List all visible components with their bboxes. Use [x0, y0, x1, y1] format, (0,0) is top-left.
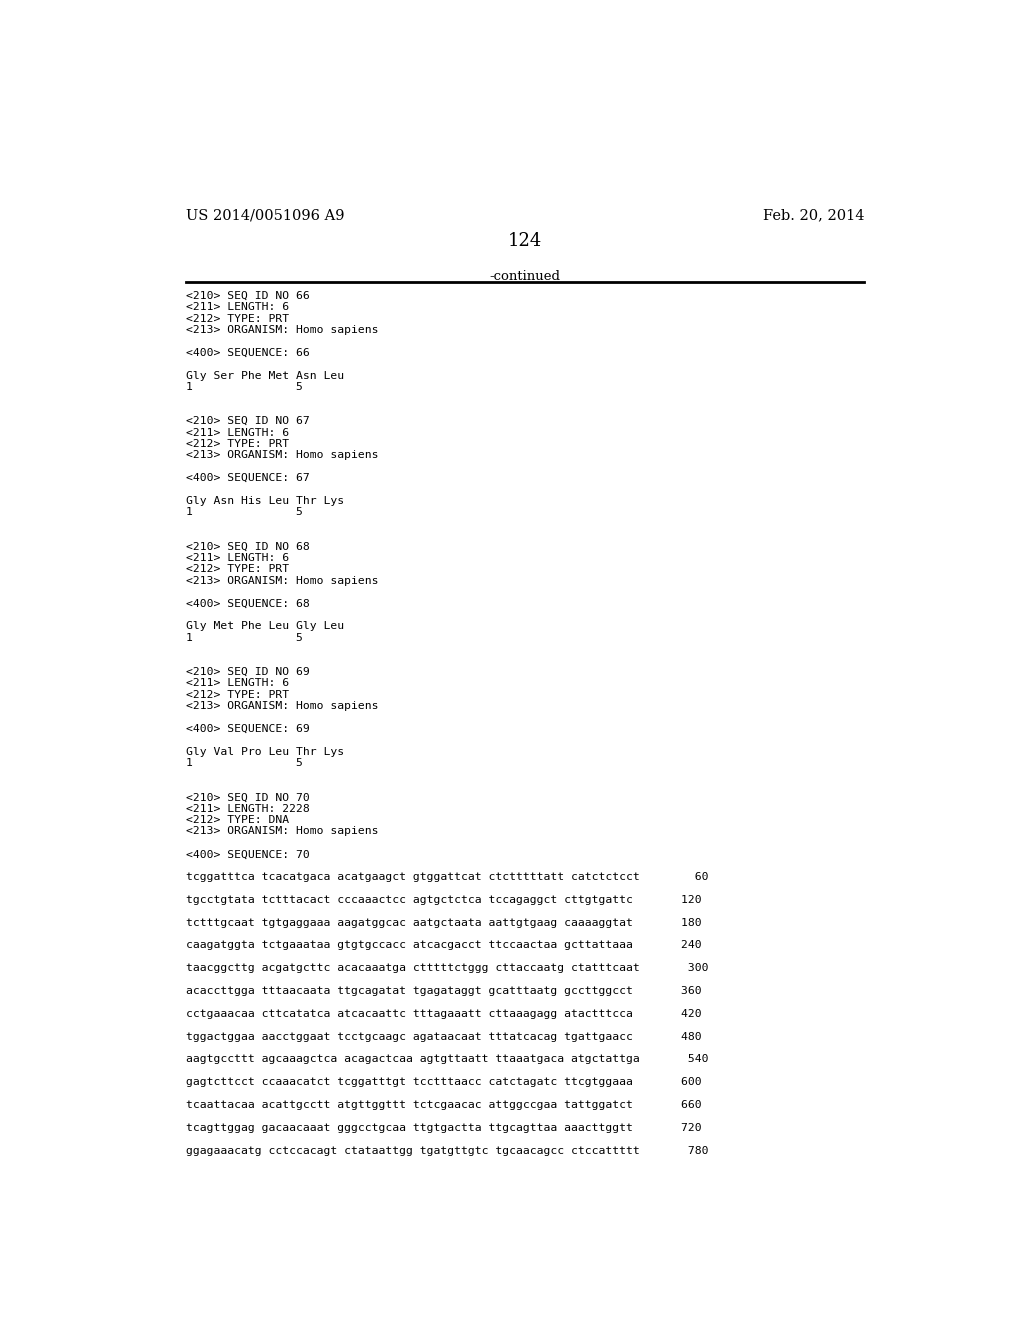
Text: <210> SEQ ID NO 70: <210> SEQ ID NO 70 [186, 792, 310, 803]
Text: <400> SEQUENCE: 66: <400> SEQUENCE: 66 [186, 348, 310, 358]
Text: <213> ORGANISM: Homo sapiens: <213> ORGANISM: Homo sapiens [186, 576, 379, 586]
Text: tcggatttca tcacatgaca acatgaagct gtggattcat ctctttttatt catctctcct        60: tcggatttca tcacatgaca acatgaagct gtggatt… [186, 873, 709, 882]
Text: <211> LENGTH: 6: <211> LENGTH: 6 [186, 678, 289, 688]
Text: tgcctgtata tctttacact cccaaactcc agtgctctca tccagaggct cttgtgattc       120: tgcctgtata tctttacact cccaaactcc agtgctc… [186, 895, 701, 904]
Text: <210> SEQ ID NO 68: <210> SEQ ID NO 68 [186, 541, 310, 552]
Text: <213> ORGANISM: Homo sapiens: <213> ORGANISM: Homo sapiens [186, 325, 379, 335]
Text: tcagttggag gacaacaaat gggcctgcaa ttgtgactta ttgcagttaa aaacttggtt       720: tcagttggag gacaacaaat gggcctgcaa ttgtgac… [186, 1123, 701, 1133]
Text: Gly Met Phe Leu Gly Leu: Gly Met Phe Leu Gly Leu [186, 622, 344, 631]
Text: cctgaaacaa cttcatatca atcacaattc tttagaaatt cttaaagagg atactttcca       420: cctgaaacaa cttcatatca atcacaattc tttagaa… [186, 1008, 701, 1019]
Text: <212> TYPE: PRT: <212> TYPE: PRT [186, 689, 289, 700]
Text: taacggcttg acgatgcttc acacaaatga ctttttctggg cttaccaatg ctatttcaat       300: taacggcttg acgatgcttc acacaaatga ctttttc… [186, 964, 709, 973]
Text: Gly Val Pro Leu Thr Lys: Gly Val Pro Leu Thr Lys [186, 747, 344, 756]
Text: <400> SEQUENCE: 70: <400> SEQUENCE: 70 [186, 849, 310, 859]
Text: -continued: -continued [489, 271, 560, 282]
Text: <213> ORGANISM: Homo sapiens: <213> ORGANISM: Homo sapiens [186, 701, 379, 711]
Text: <210> SEQ ID NO 69: <210> SEQ ID NO 69 [186, 667, 310, 677]
Text: <213> ORGANISM: Homo sapiens: <213> ORGANISM: Homo sapiens [186, 450, 379, 461]
Text: 1               5: 1 5 [186, 632, 303, 643]
Text: <211> LENGTH: 6: <211> LENGTH: 6 [186, 302, 289, 313]
Text: Gly Asn His Leu Thr Lys: Gly Asn His Leu Thr Lys [186, 496, 344, 506]
Text: US 2014/0051096 A9: US 2014/0051096 A9 [186, 209, 345, 223]
Text: <400> SEQUENCE: 67: <400> SEQUENCE: 67 [186, 473, 310, 483]
Text: 1               5: 1 5 [186, 758, 303, 768]
Text: tcaattacaa acattgcctt atgttggttt tctcgaacac attggccgaa tattggatct       660: tcaattacaa acattgcctt atgttggttt tctcgaa… [186, 1100, 701, 1110]
Text: <212> TYPE: DNA: <212> TYPE: DNA [186, 814, 289, 825]
Text: <400> SEQUENCE: 69: <400> SEQUENCE: 69 [186, 723, 310, 734]
Text: gagtcttcct ccaaacatct tcggatttgt tcctttaacc catctagatc ttcgtggaaa       600: gagtcttcct ccaaacatct tcggatttgt tccttta… [186, 1077, 701, 1088]
Text: 1               5: 1 5 [186, 507, 303, 517]
Text: ggagaaacatg cctccacagt ctataattgg tgatgttgtc tgcaacagcc ctccattttt       780: ggagaaacatg cctccacagt ctataattgg tgatgt… [186, 1146, 709, 1155]
Text: 124: 124 [508, 231, 542, 249]
Text: <211> LENGTH: 2228: <211> LENGTH: 2228 [186, 804, 310, 813]
Text: 1               5: 1 5 [186, 381, 303, 392]
Text: <211> LENGTH: 6: <211> LENGTH: 6 [186, 553, 289, 562]
Text: acaccttgga tttaacaata ttgcagatat tgagataggt gcatttaatg gccttggcct       360: acaccttgga tttaacaata ttgcagatat tgagata… [186, 986, 701, 997]
Text: <400> SEQUENCE: 68: <400> SEQUENCE: 68 [186, 598, 310, 609]
Text: <212> TYPE: PRT: <212> TYPE: PRT [186, 440, 289, 449]
Text: <210> SEQ ID NO 66: <210> SEQ ID NO 66 [186, 290, 310, 301]
Text: tctttgcaat tgtgaggaaa aagatggcac aatgctaata aattgtgaag caaaaggtat       180: tctttgcaat tgtgaggaaa aagatggcac aatgcta… [186, 917, 701, 928]
Text: tggactggaa aacctggaat tcctgcaagc agataacaat tttatcacag tgattgaacc       480: tggactggaa aacctggaat tcctgcaagc agataac… [186, 1032, 701, 1041]
Text: <213> ORGANISM: Homo sapiens: <213> ORGANISM: Homo sapiens [186, 826, 379, 837]
Text: <211> LENGTH: 6: <211> LENGTH: 6 [186, 428, 289, 438]
Text: Gly Ser Phe Met Asn Leu: Gly Ser Phe Met Asn Leu [186, 371, 344, 380]
Text: <210> SEQ ID NO 67: <210> SEQ ID NO 67 [186, 416, 310, 426]
Text: <212> TYPE: PRT: <212> TYPE: PRT [186, 314, 289, 323]
Text: <212> TYPE: PRT: <212> TYPE: PRT [186, 565, 289, 574]
Text: aagtgccttt agcaaagctca acagactcaa agtgttaatt ttaaatgaca atgctattga       540: aagtgccttt agcaaagctca acagactcaa agtgtt… [186, 1055, 709, 1064]
Text: caagatggta tctgaaataa gtgtgccacc atcacgacct ttccaactaa gcttattaaa       240: caagatggta tctgaaataa gtgtgccacc atcacga… [186, 940, 701, 950]
Text: Feb. 20, 2014: Feb. 20, 2014 [763, 209, 864, 223]
